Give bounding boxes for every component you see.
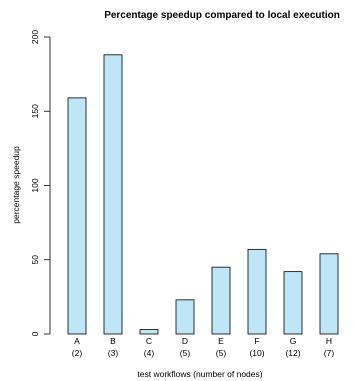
x-tick-label: D bbox=[182, 336, 188, 346]
chart-title: Percentage speedup compared to local exe… bbox=[104, 10, 340, 21]
bar-d bbox=[175, 299, 195, 335]
x-tick-sublabel: (7) bbox=[324, 348, 335, 358]
x-tick-sublabel: (4) bbox=[144, 348, 155, 358]
x-tick-label: C bbox=[146, 336, 152, 346]
bars-group bbox=[67, 54, 339, 335]
x-tick-label: E bbox=[218, 336, 224, 346]
x-tick-sublabel: (10) bbox=[249, 348, 264, 358]
x-tick-label: H bbox=[326, 336, 332, 346]
x-tick-sublabel: (12) bbox=[285, 348, 300, 358]
y-axis-label: percentage speedup bbox=[11, 146, 21, 224]
bar-a bbox=[67, 97, 87, 335]
x-tick-labels: A (2) B (3) C (4) D (5) E (5) F (10) G (12) H (7) bbox=[72, 336, 335, 358]
x-tick-sublabel: (5) bbox=[216, 348, 227, 358]
x-tick-sublabel: (3) bbox=[108, 348, 119, 358]
x-tick-label: A bbox=[74, 336, 80, 346]
y-tick-label: 200 bbox=[30, 30, 40, 44]
y-tick-label: 0 bbox=[30, 331, 40, 336]
y-tick-label: 100 bbox=[30, 178, 40, 192]
x-tick-label: B bbox=[110, 336, 116, 346]
y-tick-label: 50 bbox=[30, 255, 40, 265]
x-axis-label: test workflows (number of nodes) bbox=[137, 369, 262, 379]
bar-f bbox=[247, 248, 267, 335]
bar-b bbox=[103, 54, 123, 335]
x-tick-sublabel: (5) bbox=[180, 348, 191, 358]
y-axis: 0 50 100 150 200 bbox=[30, 30, 51, 336]
bar-g bbox=[283, 271, 303, 335]
bar-h bbox=[319, 253, 339, 335]
bar-e bbox=[211, 266, 231, 335]
x-tick-label: G bbox=[290, 336, 297, 346]
x-tick-sublabel: (2) bbox=[72, 348, 83, 358]
x-tick-label: F bbox=[254, 336, 259, 346]
y-tick-label: 150 bbox=[30, 104, 40, 118]
bar-c bbox=[139, 329, 159, 335]
